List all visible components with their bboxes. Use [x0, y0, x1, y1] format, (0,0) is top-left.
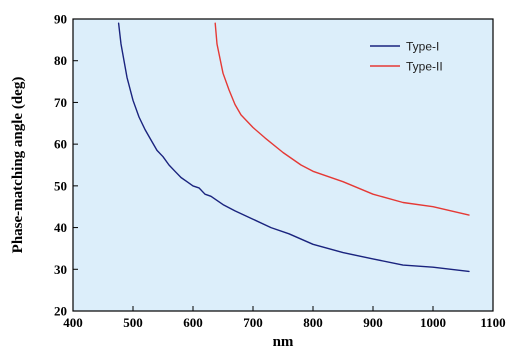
plot-frame	[72, 18, 494, 312]
x-tick-label: 400	[63, 315, 83, 330]
legend: Type-I Type-II	[370, 40, 443, 74]
series-line-type-ii	[214, 22, 470, 216]
x-tick-label: 800	[303, 315, 323, 330]
series-layer	[117, 22, 470, 273]
x-tick-label: 600	[183, 315, 203, 330]
y-tick-label: 70	[54, 95, 67, 110]
x-tick-label: 1000	[420, 315, 446, 330]
y-tick-label: 30	[54, 262, 67, 277]
legend-label: Type-II	[406, 60, 443, 74]
y-tick-label: 20	[54, 304, 67, 319]
series-line-type-i	[117, 22, 470, 273]
legend-label: Type-I	[406, 40, 439, 54]
y-tick-label: 50	[54, 178, 67, 193]
x-tick-label: 700	[243, 315, 263, 330]
axis-layer: 400 500 600 700 800 900 1000 1100 20 30 40 50 60 70 80…	[54, 12, 506, 331]
plot-area	[73, 19, 493, 311]
x-tick-label: 1100	[480, 315, 505, 330]
x-axis-title: nm	[273, 334, 294, 350]
y-axis-title: Phase-matching angle (deg)	[10, 77, 26, 254]
y-tick-label: 80	[54, 53, 67, 68]
x-tick-label: 500	[123, 315, 143, 330]
y-tick-label: 60	[54, 137, 67, 152]
y-tick-label: 40	[54, 220, 67, 235]
y-tick-label: 90	[54, 12, 67, 27]
x-tick-label: 900	[363, 315, 383, 330]
